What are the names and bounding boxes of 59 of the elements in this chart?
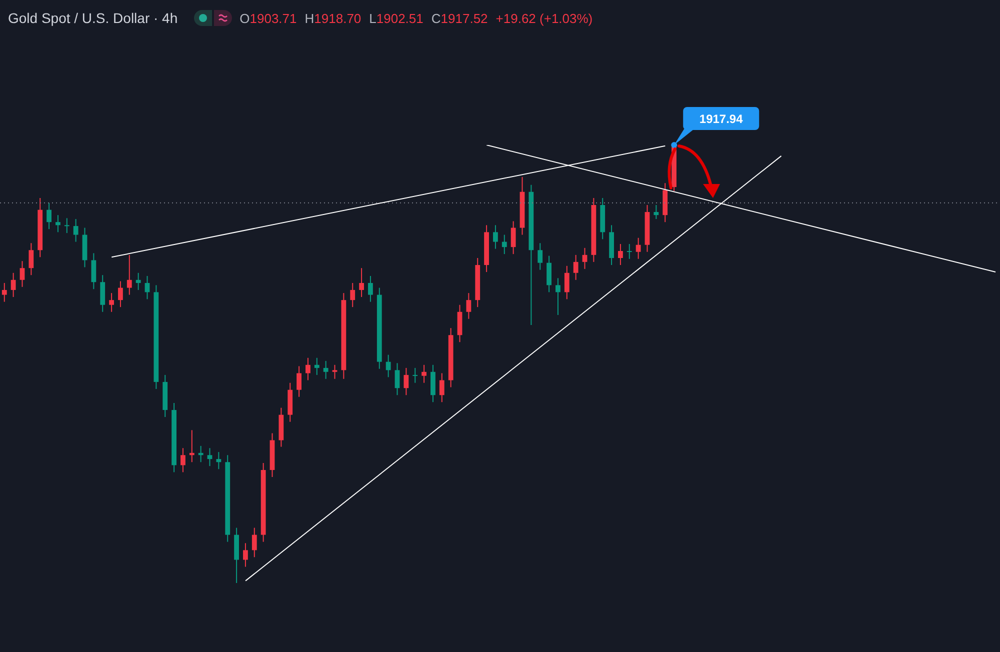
candlestick	[332, 364, 338, 380]
candlestick	[386, 354, 391, 378]
candlestick	[564, 265, 570, 300]
text: H1918.70	[304, 10, 362, 26]
candlestick	[109, 292, 114, 312]
candlestick	[502, 234, 507, 255]
candlestick	[618, 243, 623, 266]
candlestick	[189, 430, 194, 463]
text: C1917.52	[431, 10, 488, 26]
text: O1903.71	[240, 10, 297, 26]
candlestick	[422, 364, 426, 384]
candlestick	[180, 448, 186, 473]
candlestick	[252, 527, 257, 558]
candlestick	[91, 252, 96, 290]
candlestick	[573, 254, 578, 280]
candlestick	[546, 255, 552, 293]
candlestick	[626, 243, 632, 260]
candlestick	[323, 360, 328, 380]
candlestick	[216, 452, 222, 470]
candlestick	[136, 272, 141, 290]
candlestick	[368, 275, 373, 302]
candlestick	[510, 220, 516, 255]
candlestick	[359, 268, 364, 298]
candlestick	[56, 214, 60, 233]
candlestick	[73, 218, 78, 242]
candlestick	[126, 254, 132, 296]
candlestick	[582, 247, 588, 270]
candlestick	[64, 218, 70, 234]
candlestick	[243, 542, 248, 568]
candlestick	[46, 202, 52, 230]
candlestick	[394, 362, 400, 396]
candlestick	[118, 280, 123, 308]
candlestick	[457, 304, 462, 343]
candlestick	[654, 204, 659, 220]
candlestick	[314, 357, 320, 376]
candlestick	[207, 448, 212, 467]
candlestick	[439, 372, 444, 403]
candlestick	[430, 364, 436, 403]
candlestick	[10, 272, 16, 298]
candlestick	[100, 274, 106, 312]
candlestick	[20, 260, 25, 288]
text: 1917.94	[699, 112, 744, 126]
candlestick	[198, 445, 204, 463]
candlestick	[636, 237, 641, 260]
chart-title: Gold Spot / U.S. Dollar · 4h	[8, 10, 178, 26]
candlestick	[306, 357, 310, 381]
candlestick	[556, 278, 560, 316]
candlestick	[538, 242, 543, 270]
candlestick	[466, 292, 472, 320]
text: L1902.51	[369, 10, 424, 26]
candlestick	[404, 367, 409, 396]
candlestick	[144, 275, 150, 300]
candlestick	[412, 367, 418, 384]
candlestick	[2, 282, 7, 302]
candlestick	[350, 282, 356, 308]
candlestick	[28, 242, 34, 276]
candlestick	[296, 366, 302, 398]
text: +19.62 (+1.03%)	[496, 10, 593, 26]
candlestick	[493, 224, 498, 250]
